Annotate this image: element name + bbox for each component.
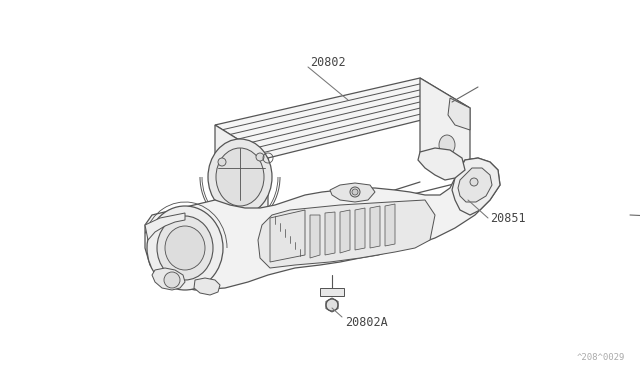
Polygon shape <box>152 268 185 290</box>
Ellipse shape <box>326 299 338 311</box>
Polygon shape <box>355 208 365 250</box>
Polygon shape <box>340 210 350 253</box>
Polygon shape <box>420 78 470 180</box>
Polygon shape <box>385 204 395 246</box>
Text: 20802A: 20802A <box>345 315 388 328</box>
Ellipse shape <box>216 148 264 206</box>
Polygon shape <box>215 78 470 158</box>
Ellipse shape <box>350 187 360 197</box>
Polygon shape <box>215 125 268 230</box>
Ellipse shape <box>352 189 358 195</box>
Text: ^208^0029: ^208^0029 <box>577 353 625 362</box>
Polygon shape <box>458 168 492 202</box>
Ellipse shape <box>470 178 478 186</box>
Ellipse shape <box>208 139 272 215</box>
Polygon shape <box>258 200 435 268</box>
Ellipse shape <box>439 135 455 155</box>
Ellipse shape <box>218 158 226 166</box>
Polygon shape <box>452 158 500 215</box>
Ellipse shape <box>256 153 264 161</box>
Polygon shape <box>320 288 344 296</box>
Text: 20851: 20851 <box>490 212 525 224</box>
Polygon shape <box>330 183 375 202</box>
Polygon shape <box>418 148 465 180</box>
Polygon shape <box>325 212 335 255</box>
Polygon shape <box>310 215 320 258</box>
Ellipse shape <box>165 226 205 270</box>
Text: 20802: 20802 <box>310 55 346 68</box>
Ellipse shape <box>157 216 213 280</box>
Polygon shape <box>194 278 220 295</box>
Polygon shape <box>145 213 185 240</box>
Ellipse shape <box>147 206 223 290</box>
Ellipse shape <box>164 272 180 288</box>
Polygon shape <box>370 206 380 248</box>
Polygon shape <box>145 158 500 290</box>
Polygon shape <box>448 98 470 130</box>
Polygon shape <box>270 210 305 262</box>
